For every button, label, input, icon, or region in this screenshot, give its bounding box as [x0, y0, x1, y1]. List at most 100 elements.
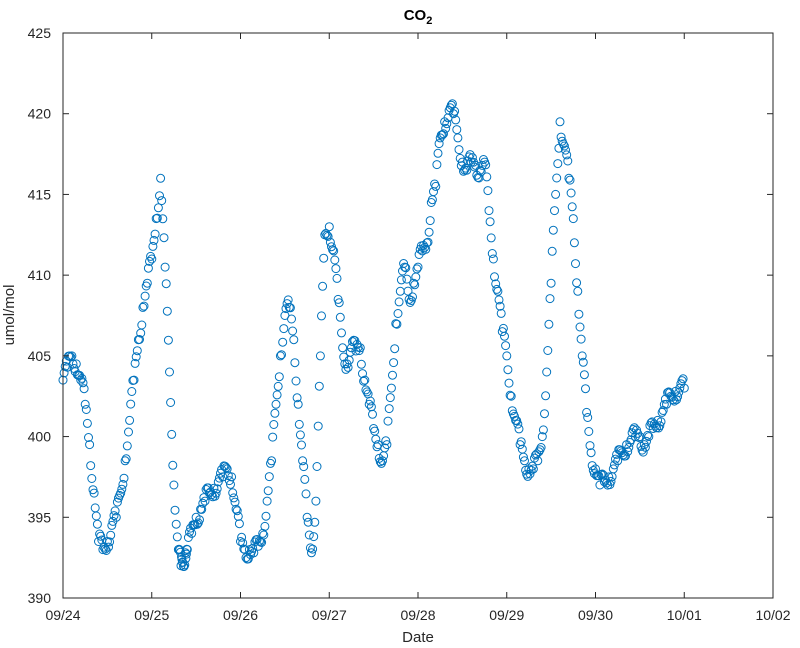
- data-point: [439, 129, 448, 139]
- data-point: [271, 399, 281, 409]
- data-point: [96, 531, 106, 541]
- data-point: [388, 370, 397, 380]
- data-point: [212, 484, 222, 494]
- data-point: [493, 286, 503, 296]
- data-point: [161, 279, 171, 289]
- data-point: [269, 420, 279, 429]
- data-point: [185, 527, 194, 537]
- data-point: [89, 488, 99, 498]
- data-point: [513, 419, 523, 429]
- data-point: [111, 512, 121, 522]
- data-point: [106, 530, 116, 540]
- data-point: [213, 477, 223, 487]
- data-point: [124, 427, 133, 437]
- data-point: [92, 519, 102, 529]
- data-point: [147, 254, 157, 264]
- data-point: [167, 429, 177, 439]
- data-point: [536, 443, 546, 452]
- data-point: [238, 538, 248, 548]
- data-point: [229, 493, 239, 503]
- data-point: [360, 375, 370, 385]
- data-point: [135, 335, 144, 344]
- data-point: [501, 341, 511, 351]
- data-point: [665, 388, 675, 398]
- data-point: [264, 472, 274, 482]
- data-point: [547, 246, 557, 256]
- data-point: [430, 179, 440, 189]
- data-point: [249, 548, 259, 558]
- data-point: [199, 493, 209, 503]
- data-point: [182, 545, 192, 555]
- data-point: [181, 553, 191, 563]
- data-point: [105, 537, 115, 547]
- data-point: [451, 115, 461, 125]
- data-point: [293, 399, 303, 409]
- data-point: [562, 150, 572, 160]
- data-point: [401, 263, 411, 273]
- data-point: [431, 181, 441, 191]
- data-point: [668, 395, 678, 405]
- data-point: [162, 306, 172, 316]
- data-point: [386, 383, 396, 393]
- data-point: [534, 447, 544, 457]
- data-point: [168, 460, 178, 470]
- data-points: [58, 99, 689, 571]
- data-point: [556, 132, 566, 142]
- data-point: [408, 292, 417, 302]
- data-point: [313, 421, 323, 431]
- data-point: [673, 392, 683, 402]
- data-point: [145, 256, 154, 266]
- data-point: [400, 262, 410, 272]
- data-point: [195, 515, 204, 525]
- data-point: [543, 346, 553, 355]
- data-point: [149, 235, 159, 245]
- data-point: [331, 264, 341, 274]
- data-point: [441, 123, 451, 133]
- chart-title-main: CO: [404, 7, 427, 24]
- data-point: [454, 145, 464, 155]
- data-point: [334, 298, 344, 308]
- data-point: [222, 464, 232, 474]
- data-point: [156, 173, 166, 183]
- data-point: [150, 229, 160, 239]
- data-point: [155, 191, 164, 201]
- y-tick-label: 425: [28, 25, 52, 41]
- data-point: [285, 303, 295, 313]
- data-point: [107, 520, 117, 530]
- data-point: [621, 451, 630, 461]
- data-point: [362, 387, 372, 397]
- data-point: [613, 456, 623, 466]
- data-point: [637, 445, 647, 455]
- data-point: [120, 456, 130, 466]
- data-point: [550, 206, 559, 216]
- data-point: [279, 324, 289, 334]
- data-point: [289, 335, 299, 345]
- data-point: [496, 308, 506, 318]
- data-point: [233, 511, 243, 521]
- data-point: [170, 505, 180, 515]
- plot-area: [63, 33, 773, 598]
- data-point: [200, 496, 210, 506]
- data-point: [169, 480, 179, 490]
- data-point: [630, 432, 640, 442]
- data-point: [505, 390, 515, 400]
- data-point: [528, 464, 538, 474]
- data-point: [275, 351, 285, 361]
- data-point: [392, 319, 402, 329]
- data-point: [77, 373, 87, 383]
- data-point: [483, 186, 493, 196]
- data-point: [402, 274, 412, 284]
- data-point: [413, 262, 423, 272]
- data-point: [95, 529, 105, 539]
- data-point: [642, 436, 651, 446]
- data-point: [368, 409, 377, 419]
- data-point: [538, 425, 548, 435]
- x-tick-label: 09/26: [223, 607, 258, 623]
- data-point: [640, 442, 650, 452]
- data-point: [582, 407, 592, 417]
- data-point: [531, 450, 541, 460]
- data-point: [66, 352, 76, 362]
- data-point: [424, 227, 434, 237]
- data-point: [383, 416, 393, 426]
- data-point: [75, 370, 85, 380]
